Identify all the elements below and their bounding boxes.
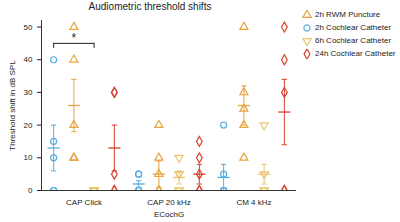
svg-text:30: 30 bbox=[24, 88, 33, 97]
svg-text:40: 40 bbox=[24, 55, 33, 64]
svg-text:20: 20 bbox=[24, 121, 33, 130]
html-text:2h Cochlear Catheter: 2h Cochlear Catheter bbox=[315, 23, 391, 32]
svg-text:CAP 20 kHz: CAP 20 kHz bbox=[147, 198, 190, 207]
svg-text:ECochG: ECochG bbox=[154, 210, 184, 219]
svg-text:CAP Click: CAP Click bbox=[66, 198, 103, 207]
html-text:2h RWM Puncture: 2h RWM Puncture bbox=[315, 10, 381, 19]
html-text:24h Cochlear Catheter: 24h Cochlear Catheter bbox=[315, 49, 396, 58]
svg-text:50: 50 bbox=[24, 23, 33, 32]
svg-text:Threshold shift in dB SPL: Threshold shift in dB SPL bbox=[8, 60, 17, 151]
html-text:6h Cochlear Catheter: 6h Cochlear Catheter bbox=[315, 36, 391, 45]
svg-text:0: 0 bbox=[28, 186, 33, 195]
svg-text:CM 4 kHz: CM 4 kHz bbox=[236, 198, 271, 207]
svg-text:10: 10 bbox=[24, 153, 33, 162]
svg-text:*: * bbox=[72, 31, 77, 45]
html-text:Audiometric threshold shifts: Audiometric threshold shifts bbox=[88, 1, 212, 12]
